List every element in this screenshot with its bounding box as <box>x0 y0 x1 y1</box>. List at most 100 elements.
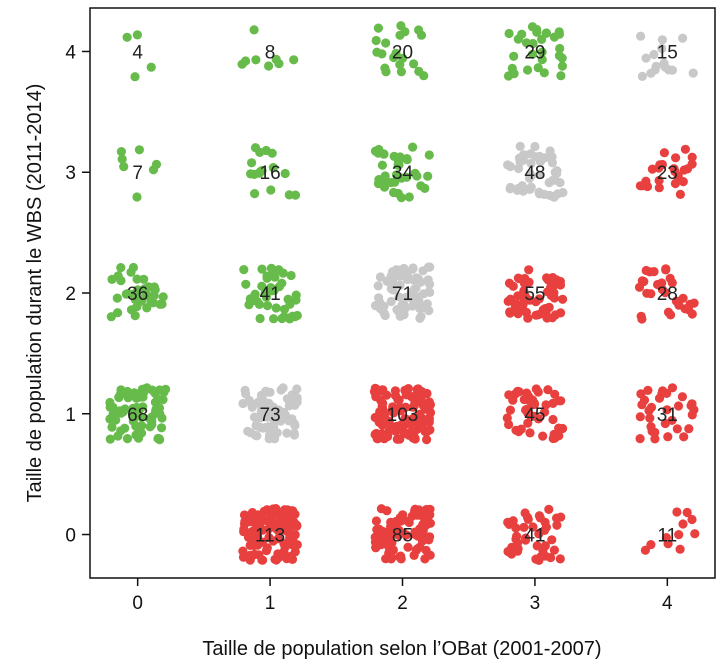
data-point <box>550 310 561 320</box>
data-point <box>558 294 568 304</box>
cell-points-2-2 <box>370 262 435 323</box>
data-point <box>415 313 425 323</box>
data-point <box>257 555 267 565</box>
data-point <box>502 413 512 423</box>
data-point <box>540 407 550 417</box>
data-point <box>539 68 549 78</box>
data-point <box>113 308 123 318</box>
cell-count-label: 113 <box>255 526 285 547</box>
data-point <box>420 183 430 193</box>
data-point <box>641 265 651 276</box>
data-point <box>250 189 260 199</box>
data-point <box>374 534 384 544</box>
data-point <box>663 432 673 442</box>
data-point <box>406 293 416 303</box>
data-point <box>262 271 272 281</box>
y-axis: 0 1 2 3 4 <box>65 42 90 547</box>
data-point <box>412 416 422 426</box>
data-point <box>515 141 525 151</box>
data-point <box>142 383 152 393</box>
data-point <box>404 517 414 528</box>
cell-points-3-4 <box>503 22 568 81</box>
data-point <box>268 163 278 173</box>
data-point <box>646 422 656 432</box>
data-point <box>418 266 428 276</box>
data-point <box>687 514 697 525</box>
data-point <box>142 303 152 313</box>
data-point <box>649 267 659 277</box>
cell-count-label: 11 <box>657 526 677 547</box>
data-point <box>243 515 253 525</box>
data-point <box>503 160 513 170</box>
data-point <box>373 281 383 291</box>
data-point <box>654 183 664 193</box>
cell-count-label: 29 <box>524 43 545 64</box>
data-point <box>286 514 296 525</box>
data-point <box>682 507 692 518</box>
data-point <box>409 59 419 69</box>
data-point <box>512 299 522 309</box>
data-point <box>134 145 144 155</box>
data-point <box>269 285 279 295</box>
data-point <box>520 150 530 160</box>
y-tick-label: 3 <box>65 163 76 184</box>
data-point <box>407 301 417 311</box>
data-point <box>379 308 389 318</box>
cell-points-0-4 <box>122 30 156 82</box>
data-point <box>667 65 678 75</box>
data-point <box>540 153 550 163</box>
data-point <box>636 311 646 321</box>
data-point <box>107 422 117 432</box>
data-point <box>373 23 383 33</box>
data-point <box>636 31 646 41</box>
data-point <box>528 400 538 410</box>
x-tick-label: 0 <box>132 593 143 614</box>
data-point <box>552 520 562 530</box>
data-point <box>641 53 651 63</box>
data-point <box>507 63 517 73</box>
data-point <box>147 416 157 426</box>
data-point <box>262 301 273 311</box>
data-point <box>268 536 278 546</box>
data-point <box>537 34 547 45</box>
data-point <box>527 49 538 59</box>
data-point <box>372 525 382 535</box>
data-point <box>533 63 543 73</box>
cell-points-3-3 <box>503 141 568 202</box>
x-tick-label: 2 <box>397 593 408 614</box>
data-point <box>386 554 396 564</box>
data-point <box>670 178 681 189</box>
data-point <box>504 28 514 39</box>
data-point <box>420 519 430 529</box>
data-point <box>375 272 385 282</box>
data-point <box>547 535 557 545</box>
data-point <box>292 384 302 394</box>
data-point <box>662 405 672 415</box>
cell-count-label: 41 <box>260 284 281 305</box>
data-point <box>249 169 259 179</box>
data-point <box>423 171 433 181</box>
data-point <box>526 171 536 181</box>
data-point <box>284 190 294 200</box>
data-point <box>278 268 288 278</box>
data-point <box>133 430 143 440</box>
data-point <box>535 170 545 180</box>
data-point <box>511 531 522 541</box>
data-point <box>148 298 158 308</box>
cell-count-label: 20 <box>392 43 413 64</box>
y-axis-title: Taille de population durant le WBS (2011… <box>24 84 46 503</box>
data-point <box>396 265 406 275</box>
data-point <box>251 420 261 431</box>
data-point <box>654 393 665 403</box>
data-point <box>548 414 558 425</box>
data-point <box>399 429 410 439</box>
data-point <box>505 308 515 318</box>
data-point <box>396 406 406 416</box>
data-point <box>381 531 391 542</box>
data-point <box>505 405 515 415</box>
cell-count-label: 36 <box>127 284 148 305</box>
data-point <box>396 516 406 526</box>
data-point <box>376 504 386 514</box>
data-point <box>280 168 290 179</box>
